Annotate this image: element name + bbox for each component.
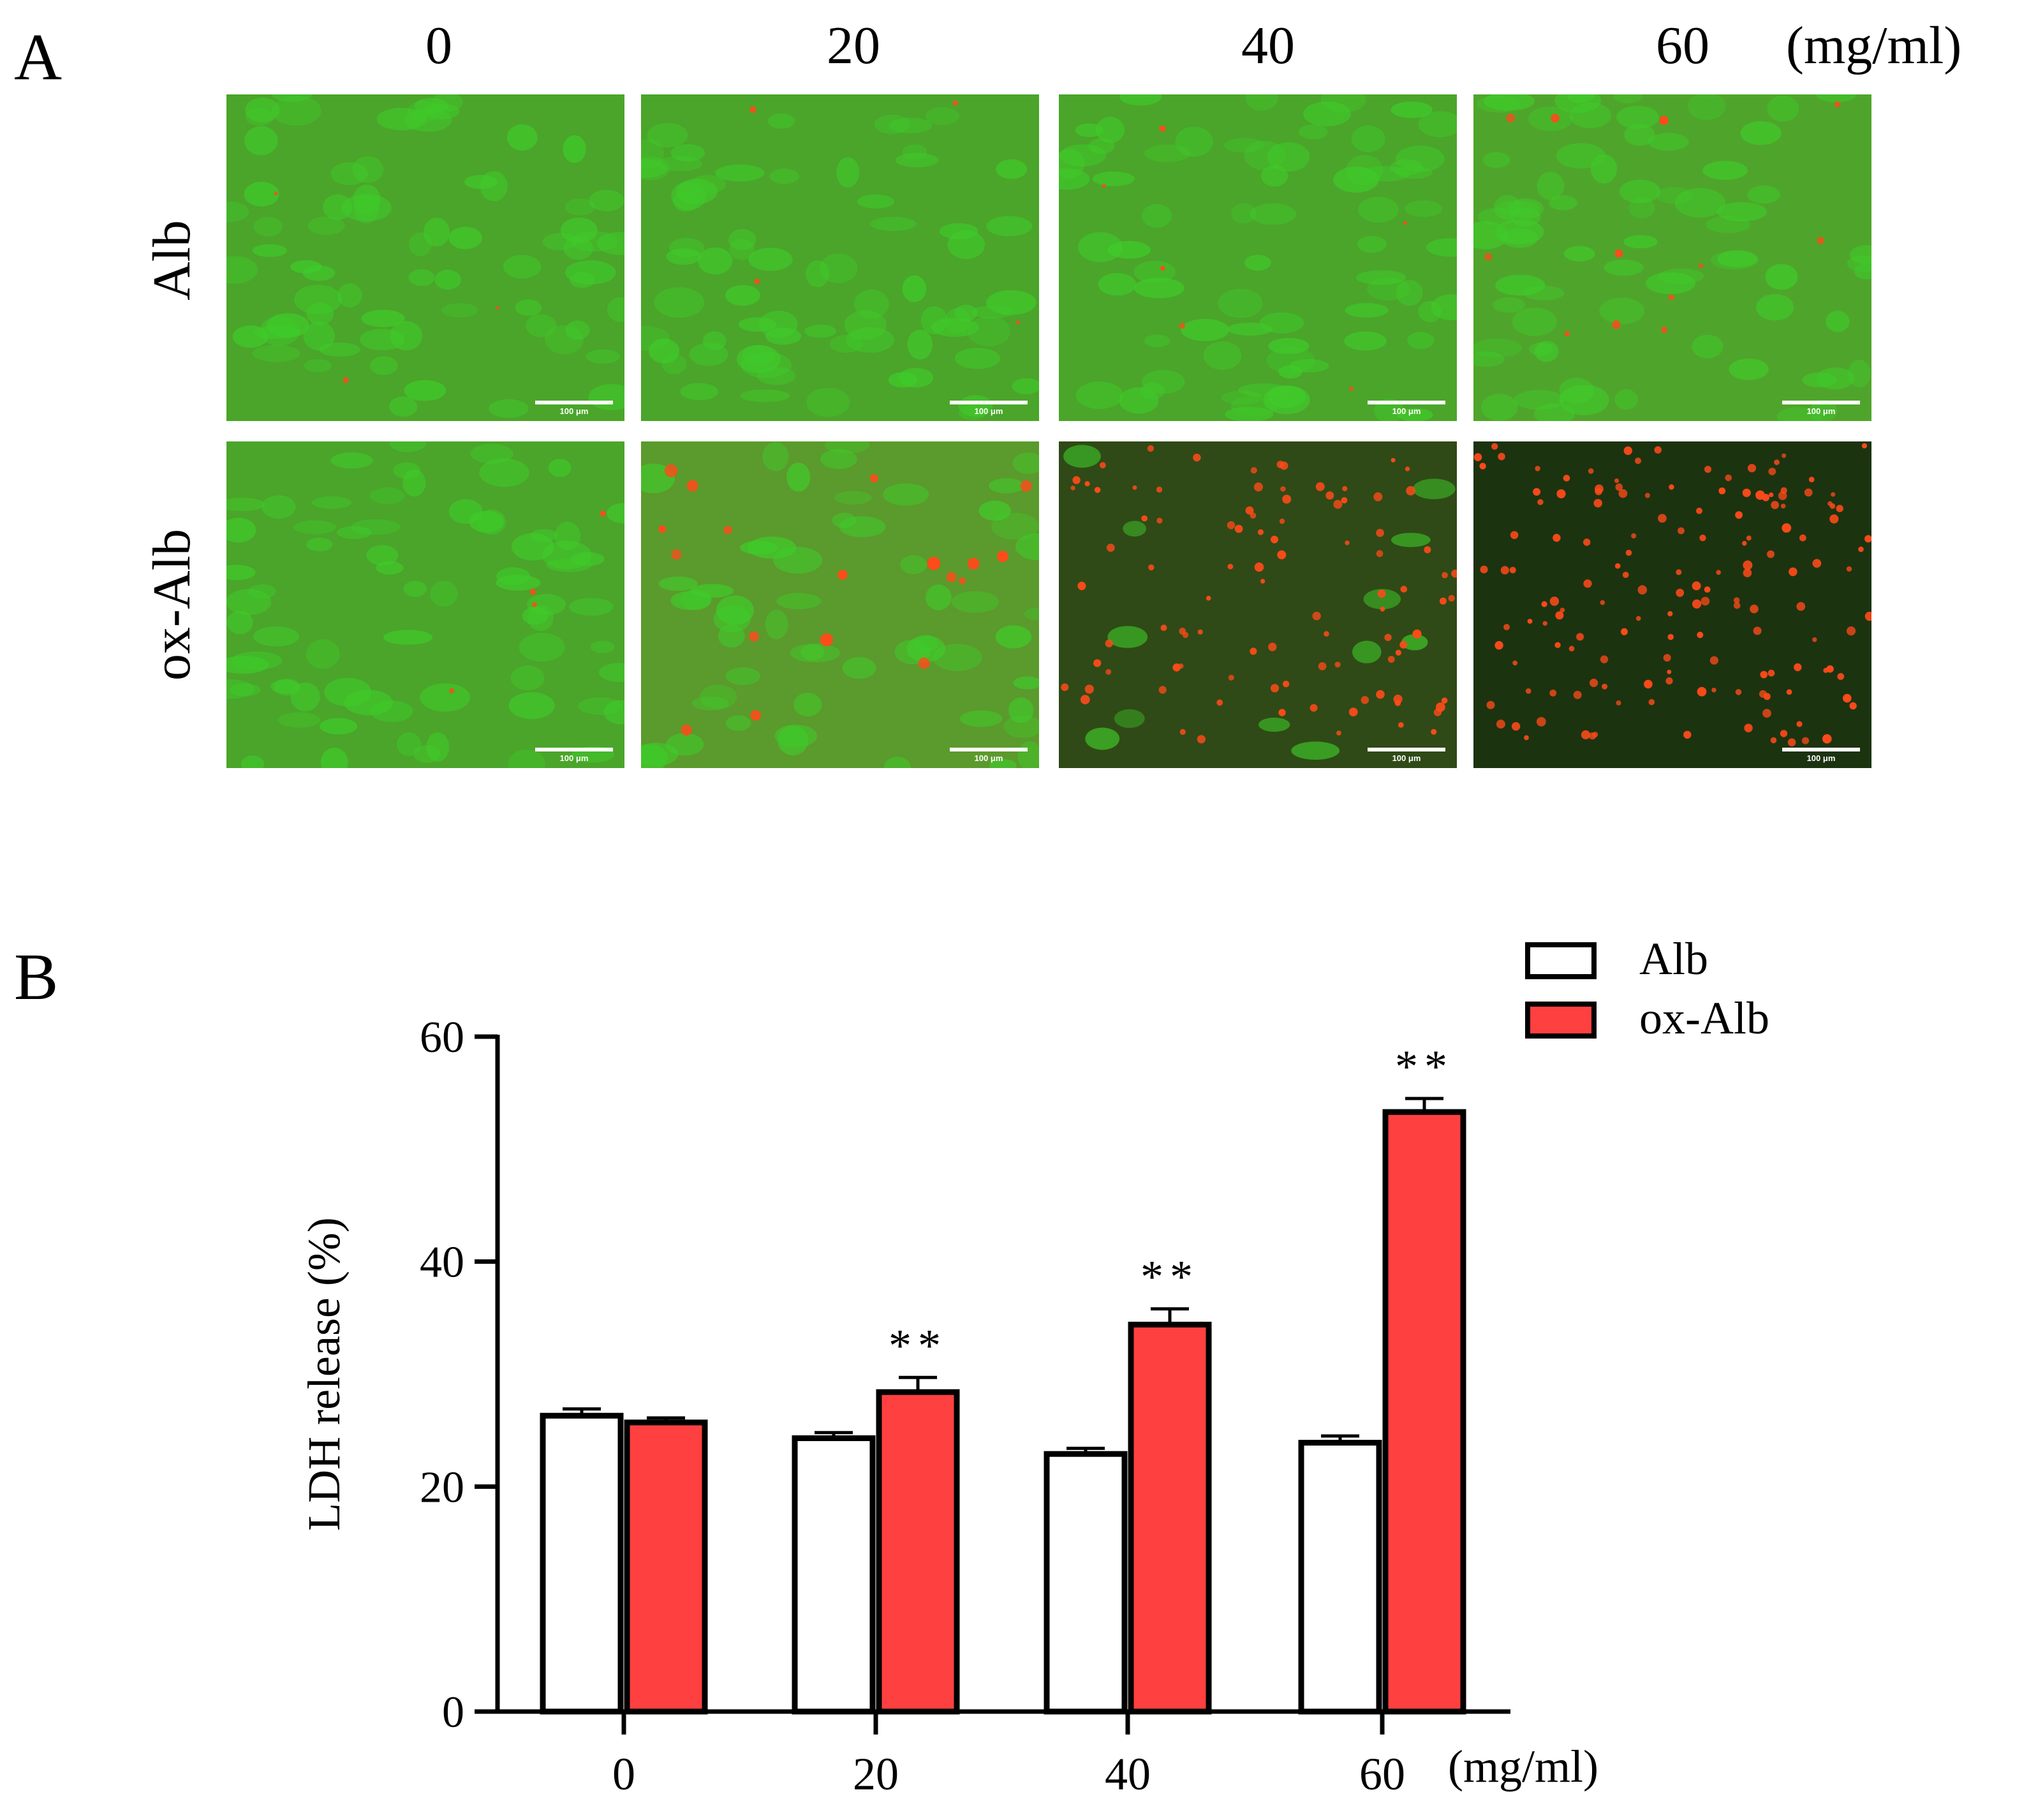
scale-bar-label: 100 μm bbox=[974, 406, 1003, 416]
bar-ox-alb bbox=[876, 1389, 960, 1715]
y-tick-label: 40 bbox=[420, 1238, 464, 1287]
scale-bar-label: 100 μm bbox=[1806, 406, 1836, 416]
bar-ox-alb bbox=[1382, 1109, 1466, 1715]
row-label-alb: Alb bbox=[142, 220, 202, 300]
legend-label: ox-Alb bbox=[1639, 993, 1769, 1044]
micrograph-tile: 100 μm bbox=[1473, 94, 1871, 421]
bar-alb bbox=[792, 1435, 876, 1715]
scale-bar bbox=[1782, 748, 1860, 751]
x-tick-label: 60 bbox=[1359, 1749, 1405, 1800]
bar-ox-alb bbox=[1128, 1321, 1212, 1715]
bar-alb bbox=[1044, 1451, 1128, 1715]
scale-bar bbox=[535, 401, 613, 404]
y-axis-label: LDH release (%) bbox=[299, 1217, 350, 1531]
scale-bar bbox=[535, 748, 613, 751]
scale-bar-label: 100 μm bbox=[1392, 753, 1421, 763]
concentration-label: 40 bbox=[1241, 16, 1295, 75]
panel-b-letter: B bbox=[14, 940, 59, 1014]
panel-a-letter: A bbox=[14, 20, 63, 94]
micrograph-tile: 100 μm bbox=[1059, 94, 1457, 421]
row-label-ox-alb: ox-Alb bbox=[142, 529, 202, 681]
micrograph-tile: 100 μm bbox=[1059, 441, 1457, 768]
x-tick-label: 0 bbox=[612, 1749, 635, 1800]
scale-bar-label: 100 μm bbox=[1806, 753, 1836, 763]
scale-bar bbox=[1368, 401, 1445, 404]
micrograph-tile: 100 μm bbox=[226, 441, 624, 768]
x-tick-label: 20 bbox=[853, 1749, 899, 1800]
micrograph-tile: 100 μm bbox=[641, 94, 1039, 421]
scale-bar bbox=[950, 748, 1028, 751]
bar-alb bbox=[1298, 1440, 1382, 1715]
scale-bar-label: 100 μm bbox=[974, 753, 1003, 763]
x-tick-label: 40 bbox=[1105, 1749, 1151, 1800]
ldh-release-bar-chart: 0 20 40 60 LDH release (%) 0 20 40 60 (mg/ml) ** **… bbox=[299, 933, 1769, 1800]
micrograph-tile: 100 μm bbox=[641, 441, 1039, 768]
significance-marker: ** bbox=[1395, 1041, 1454, 1092]
bar-ox-alb bbox=[624, 1419, 708, 1715]
concentration-label: 20 bbox=[827, 16, 880, 75]
scale-bar bbox=[1368, 748, 1445, 751]
micrograph-tile: 100 μm bbox=[1473, 441, 1871, 768]
concentration-label: 0 bbox=[425, 16, 452, 75]
micrograph-tile: 100 μm bbox=[226, 94, 624, 421]
scale-bar-label: 100 μm bbox=[559, 753, 589, 763]
y-tick-label: 60 bbox=[420, 1013, 464, 1062]
concentration-label: 60 bbox=[1656, 16, 1709, 75]
significance-marker: ** bbox=[889, 1320, 947, 1371]
bar-alb bbox=[540, 1412, 624, 1715]
y-tick-label: 20 bbox=[420, 1463, 464, 1512]
legend-label: Alb bbox=[1639, 933, 1708, 984]
y-tick-label: 0 bbox=[442, 1688, 464, 1737]
concentration-unit: (mg/ml) bbox=[1786, 16, 1962, 75]
significance-marker: ** bbox=[1140, 1252, 1199, 1303]
scale-bar-label: 100 μm bbox=[1392, 406, 1421, 416]
x-axis-unit-label: (mg/ml) bbox=[1448, 1741, 1598, 1792]
legend-swatch bbox=[1525, 942, 1597, 979]
scale-bar-label: 100 μm bbox=[559, 406, 589, 416]
scale-bar bbox=[950, 401, 1028, 404]
legend-swatch bbox=[1525, 1002, 1597, 1039]
scale-bar bbox=[1782, 401, 1860, 404]
